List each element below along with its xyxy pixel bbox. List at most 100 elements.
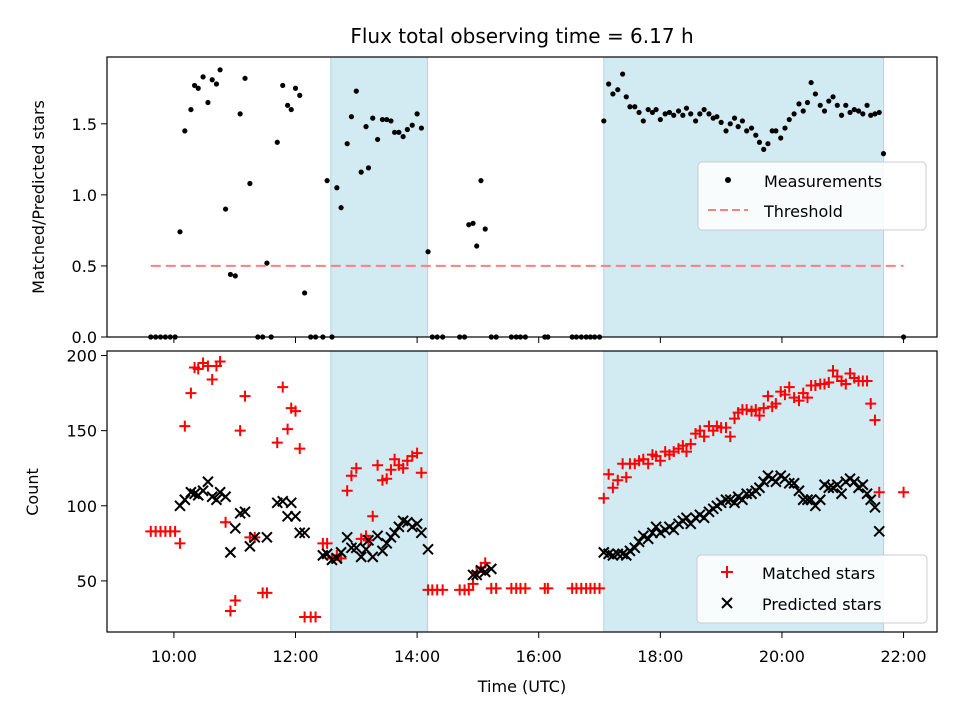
predicted-star-point [757, 476, 770, 488]
measurement-point [671, 112, 677, 118]
measurement-point [636, 109, 642, 116]
measurement-point [864, 102, 870, 108]
predicted-star-point [331, 552, 343, 565]
measurement-point [392, 129, 398, 135]
top-legend-box [697, 161, 927, 231]
predicted-star-point [848, 476, 861, 488]
matched-star-point [397, 462, 409, 474]
measurement-point [680, 112, 686, 118]
matched-star-point [680, 446, 692, 458]
x-tick-label: 14:00 [394, 647, 440, 666]
matched-star-point [698, 431, 710, 443]
matched-star-point [801, 392, 813, 404]
predicted-star-point [485, 563, 498, 575]
measurement-point [182, 128, 188, 134]
matched-star-point [389, 453, 401, 465]
x-tick-label: 20:00 [759, 647, 805, 666]
predicted-star-point [210, 494, 223, 506]
measurement-point [358, 169, 364, 175]
matched-star-point [898, 486, 910, 498]
matched-star-point [861, 375, 873, 387]
measurement-point [363, 124, 369, 130]
measurement-point [657, 116, 663, 123]
measurement-point [739, 118, 746, 124]
predicted-star-point [341, 531, 353, 544]
measurement-point [288, 106, 294, 113]
predicted-star-point [362, 534, 375, 547]
x-tick-label: 16:00 [516, 647, 562, 666]
matched-star-point [827, 365, 839, 377]
matched-star-point [724, 431, 736, 443]
measurement-point [675, 108, 682, 114]
predicted-star-point [873, 525, 885, 538]
measurement-point [723, 128, 729, 134]
predicted-star-point [249, 531, 261, 544]
x-axis-label: Time (UTC) [477, 677, 566, 696]
matched-star-point [321, 537, 333, 549]
matched-star-point [720, 422, 732, 434]
predicted-star-point [680, 512, 693, 524]
measurement-point [388, 118, 394, 124]
top-y-axis-label: Matched/Predicted stars [29, 100, 48, 294]
matched-star-point [694, 425, 706, 437]
predicted-star-point [371, 530, 384, 542]
measurement-point [773, 128, 779, 134]
y-tick-label: 1.0 [72, 186, 97, 205]
matched-star-point [345, 470, 357, 482]
measurement-point [205, 99, 211, 106]
y-tick-label: 50 [77, 572, 97, 591]
predicted-star-point [720, 494, 732, 506]
measurement-point [753, 132, 759, 138]
measurement-point [610, 91, 616, 97]
legend-measurements-label: Measurements [764, 172, 882, 191]
measurement-point [379, 116, 386, 123]
matched-stars-points [145, 356, 910, 623]
predicted-star-point [650, 521, 662, 533]
measurement-point [851, 106, 857, 113]
measurement-point [338, 205, 344, 211]
measurement-point [800, 108, 806, 114]
measurement-point [817, 102, 823, 108]
measurement-point [188, 106, 194, 113]
bottom-y-ticks: 50 100 150 200 [66, 347, 107, 591]
measurement-point [620, 71, 626, 77]
matched-star-point [758, 402, 770, 414]
x-tick-label: 22:00 [881, 647, 927, 666]
x-tick-label: 12:00 [272, 647, 318, 666]
predicted-star-point [736, 494, 749, 506]
predicted-star-point [629, 542, 641, 554]
predicted-star-point [857, 479, 869, 491]
matched-star-point [239, 390, 251, 402]
predicted-star-point [388, 527, 401, 539]
measurement-point [688, 111, 694, 117]
matched-star-point [234, 425, 246, 437]
measurement-point [237, 111, 243, 117]
y-tick-label: 100 [66, 497, 97, 516]
predicted-star-point [869, 501, 881, 513]
chart-title: Flux total observing time = 6.17 h [350, 24, 693, 48]
measurement-point [418, 125, 424, 131]
measurement-point [284, 102, 291, 108]
matched-star-point [372, 459, 384, 471]
measurement-point [645, 106, 651, 113]
measurement-point [177, 229, 183, 235]
y-tick-label: 0.0 [72, 328, 97, 347]
predicted-star-point [642, 533, 654, 545]
measurement-point [409, 122, 415, 128]
measurement-point [876, 109, 882, 116]
measurement-point [470, 220, 476, 226]
top-panel: 0.0 0.5 1.0 1.5 Matched/Predicted stars Mea… [29, 56, 938, 347]
top-legend: Measurements Threshold [697, 161, 927, 231]
measurement-point [855, 108, 862, 114]
matched-star-point [779, 389, 791, 401]
measurement-point [830, 94, 836, 100]
predicted-star-point [479, 566, 491, 578]
measurement-point [232, 273, 238, 279]
measurement-point [735, 124, 741, 130]
measurement-point [334, 185, 340, 191]
predicted-star-point [783, 477, 795, 489]
predicted-star-point [393, 521, 405, 533]
matched-star-point [873, 486, 885, 498]
measurement-point [344, 141, 350, 147]
measurement-point [374, 136, 381, 143]
